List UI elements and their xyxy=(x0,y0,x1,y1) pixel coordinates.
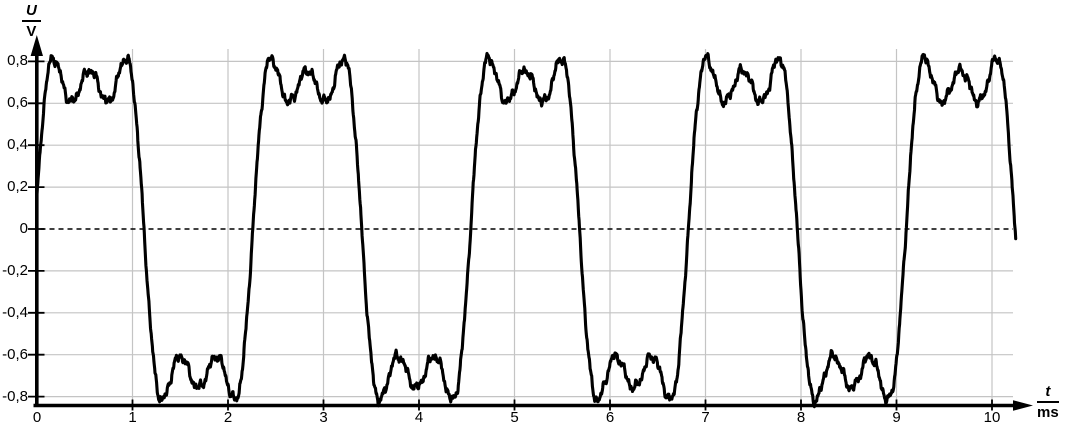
y-axis-unit: V xyxy=(26,23,37,40)
y-tick-label: -0,8 xyxy=(2,387,28,405)
y-tick-label: 0,4 xyxy=(7,136,28,154)
y-tick-label: 0,8 xyxy=(7,52,28,70)
voltage-trace xyxy=(35,51,1018,409)
x-axis-unit: ms xyxy=(1037,404,1059,421)
x-tick-label: 4 xyxy=(414,409,424,426)
x-axis-label: t ms xyxy=(1037,383,1059,420)
y-axis-label: U V xyxy=(22,2,41,39)
y-tick-label: -0,6 xyxy=(2,345,28,363)
y-axis-quantity: U xyxy=(22,2,41,22)
x-tick-label: 0 xyxy=(32,409,42,426)
x-tick-label: 6 xyxy=(605,409,615,426)
y-tick-label: 0,2 xyxy=(7,178,28,196)
x-tick-label: 1 xyxy=(128,409,137,426)
y-tick-label: -0,2 xyxy=(2,261,28,279)
y-tick-label: -0,4 xyxy=(2,303,28,321)
x-tick-label: 7 xyxy=(701,409,710,426)
x-tick-label: 9 xyxy=(892,409,901,426)
x-tick-label: 10 xyxy=(983,409,1001,426)
y-tick-label: 0 xyxy=(19,220,28,237)
x-tick-label: 3 xyxy=(319,409,328,426)
x-axis-quantity: t xyxy=(1037,383,1059,403)
x-tick-label: 5 xyxy=(510,409,519,426)
x-tick-label: 2 xyxy=(223,409,233,426)
y-axis-arrowhead xyxy=(30,35,43,56)
y-tick-label: 0,6 xyxy=(7,94,28,112)
x-tick-label: 8 xyxy=(796,409,806,426)
x-axis-arrowhead xyxy=(1013,400,1033,411)
